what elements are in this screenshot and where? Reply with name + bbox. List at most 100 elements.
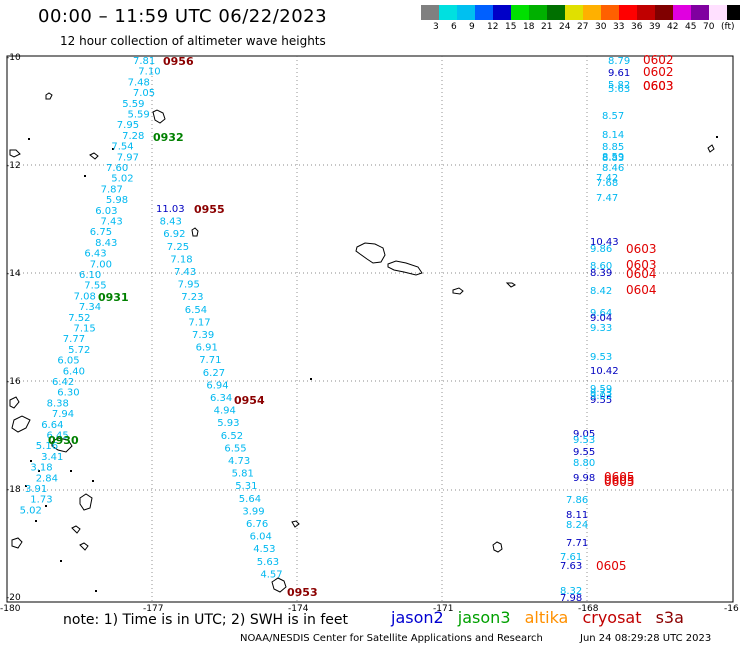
pass-time-label: 0602 bbox=[643, 53, 674, 67]
wave-height-value: 8.79 bbox=[608, 56, 630, 67]
scale-label: 42 bbox=[667, 22, 679, 32]
scale-label: 3 bbox=[433, 22, 439, 32]
wave-height-value: 7.87 bbox=[101, 184, 123, 195]
wave-height-value: 6.03 bbox=[95, 206, 117, 217]
wave-height-value: 5.64 bbox=[239, 494, 261, 505]
island-dot bbox=[112, 148, 114, 150]
island-dot bbox=[84, 175, 86, 177]
wave-height-value: 7.52 bbox=[68, 313, 90, 324]
color-scale-labels: 3 6 9 12 15 18 21 24 27 30 33 36 39 42 45 70 (ft) bbox=[421, 22, 740, 36]
scale-label: 27 bbox=[577, 22, 589, 32]
wave-height-value: 4.94 bbox=[214, 406, 236, 417]
map-frame bbox=[6, 55, 734, 603]
wave-height-value: 9.53 bbox=[590, 352, 612, 363]
track-values: 7.817.107.487.055.595.597.957.287.547.97… bbox=[20, 53, 674, 604]
wave-height-value: 3.18 bbox=[30, 463, 52, 474]
wave-height-value: 7.54 bbox=[111, 142, 133, 153]
pass-time-label: 0604 bbox=[626, 267, 657, 281]
wave-height-value: 1.73 bbox=[30, 495, 52, 506]
wave-height-value: 7.81 bbox=[133, 56, 155, 67]
credit-line: NOAA/NESDIS Center for Satellite Applica… bbox=[240, 633, 543, 644]
grid-lines bbox=[7, 56, 733, 602]
wave-height-value: 8.59 bbox=[602, 152, 624, 163]
wave-height-value: 8.57 bbox=[602, 111, 624, 122]
wave-height-value: 10.43 bbox=[590, 237, 619, 248]
island-samoa-east bbox=[387, 260, 423, 276]
pass-time-label: 0955 bbox=[194, 203, 225, 216]
island bbox=[51, 437, 73, 453]
wave-height-value: 6.43 bbox=[84, 249, 106, 260]
wave-height-value: 6.91 bbox=[196, 343, 218, 354]
wave-height-value: 3.99 bbox=[242, 506, 264, 517]
pass-time-label: 0956 bbox=[163, 55, 194, 68]
island-dot bbox=[92, 480, 94, 482]
wave-height-value: 9.03 bbox=[590, 391, 612, 402]
legend-jason3: jason3 bbox=[457, 608, 511, 627]
lon-label: -174 bbox=[288, 604, 309, 614]
wave-height-value: 7.55 bbox=[84, 281, 106, 292]
wave-height-value: 7.71 bbox=[566, 538, 588, 549]
wave-height-value: 9.33 bbox=[590, 323, 612, 334]
island bbox=[89, 152, 99, 160]
pass-time-label: 0603 bbox=[643, 79, 674, 93]
wave-height-value: 5.59 bbox=[122, 99, 144, 110]
island-dot bbox=[28, 138, 30, 140]
scale-label: 33 bbox=[613, 22, 625, 32]
wave-height-value: 7.39 bbox=[192, 330, 214, 341]
island-samoa bbox=[355, 242, 386, 264]
scale-swatch bbox=[547, 5, 565, 20]
wave-height-value: 7.15 bbox=[74, 324, 96, 335]
island bbox=[291, 520, 300, 528]
scale-swatch bbox=[601, 5, 619, 20]
wave-height-value: 6.94 bbox=[206, 380, 228, 391]
credit-date: Jun 24 08:29:28 UTC 2023 bbox=[580, 633, 712, 644]
wave-height-value: 7.18 bbox=[170, 254, 192, 265]
pass-time-label: 0605 bbox=[604, 475, 635, 489]
island-dot bbox=[35, 520, 37, 522]
wave-height-value: 3.41 bbox=[41, 452, 63, 463]
wave-height-value: 5.72 bbox=[68, 345, 90, 356]
scale-swatch bbox=[727, 5, 740, 20]
island bbox=[505, 282, 516, 288]
color-scale bbox=[421, 5, 740, 20]
satellite-legend: jason2 jason3 altika cryosat s3a bbox=[391, 608, 693, 627]
wave-height-value: 8.24 bbox=[566, 520, 588, 531]
wave-height-value: 6.92 bbox=[163, 229, 185, 240]
wave-height-value: 9.61 bbox=[608, 68, 630, 79]
scale-label: 18 bbox=[523, 22, 535, 32]
wave-height-value: 7.10 bbox=[138, 67, 160, 78]
wave-height-value: 5.02 bbox=[20, 505, 42, 516]
pass-time-label: 0604 bbox=[626, 283, 657, 297]
scale-swatch bbox=[637, 5, 655, 20]
lat-label: -20 bbox=[6, 593, 21, 603]
wave-height-value: 8.32 bbox=[560, 586, 582, 597]
scale-swatch bbox=[529, 5, 547, 20]
scale-swatch bbox=[691, 5, 709, 20]
wave-height-value: 9.59 bbox=[590, 384, 612, 395]
island-dot bbox=[310, 378, 312, 380]
wave-height-value: 7.97 bbox=[117, 152, 139, 163]
wave-height-value: 7.68 bbox=[596, 178, 618, 189]
island bbox=[191, 227, 199, 237]
island bbox=[152, 109, 166, 124]
wave-height-value: 7.17 bbox=[188, 317, 210, 328]
wave-height-value: 7.34 bbox=[79, 302, 101, 313]
wave-height-value: 7.63 bbox=[560, 561, 582, 572]
scale-swatch bbox=[439, 5, 457, 20]
islands bbox=[9, 92, 715, 593]
wave-height-value: 7.23 bbox=[181, 292, 203, 303]
wave-height-value: 4.57 bbox=[260, 569, 282, 580]
lon-labels: -180 -177 -174 -171 -168 -16 bbox=[0, 604, 739, 614]
wave-height-value: 7.60 bbox=[106, 163, 128, 174]
wave-height-value: 8.60 bbox=[590, 261, 612, 272]
island bbox=[79, 493, 93, 511]
island-dot bbox=[60, 560, 62, 562]
island-dot bbox=[716, 136, 718, 138]
legend-altika: altika bbox=[524, 608, 569, 627]
wave-height-value: 7.77 bbox=[63, 334, 85, 345]
scale-swatch bbox=[655, 5, 673, 20]
scale-label: 21 bbox=[541, 22, 553, 32]
wave-height-value: 7.86 bbox=[566, 495, 588, 506]
pass-time-label: 0932 bbox=[153, 131, 184, 144]
island-dot bbox=[70, 470, 72, 472]
